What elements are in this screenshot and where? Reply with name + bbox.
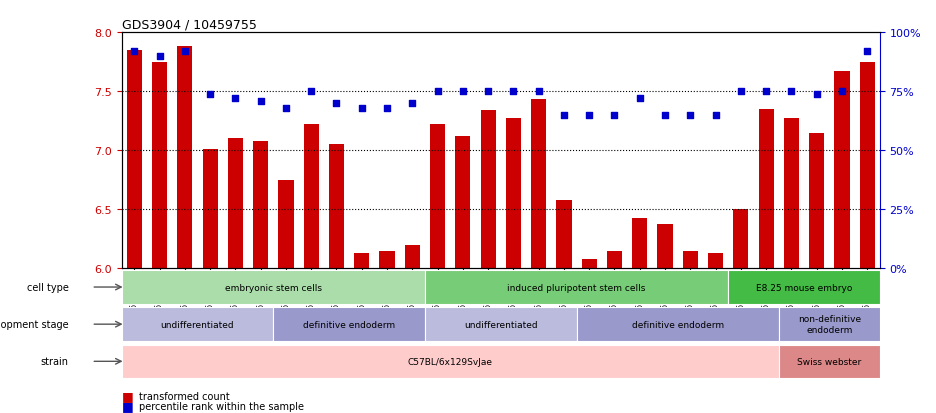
Point xyxy=(505,89,520,95)
Bar xyxy=(682,251,698,269)
Point xyxy=(253,98,269,105)
Bar xyxy=(430,125,446,269)
Bar xyxy=(758,110,774,269)
Text: percentile rank within the sample: percentile rank within the sample xyxy=(139,401,303,411)
Point xyxy=(228,96,243,102)
Point xyxy=(456,89,471,95)
Bar xyxy=(253,142,269,269)
Point xyxy=(354,105,369,112)
Point xyxy=(835,89,850,95)
Text: E8.25 mouse embryo: E8.25 mouse embryo xyxy=(756,283,852,292)
Point xyxy=(203,91,218,97)
Point xyxy=(380,105,395,112)
Point xyxy=(734,89,749,95)
Bar xyxy=(273,308,425,341)
Point xyxy=(708,112,723,119)
Text: Swiss webster: Swiss webster xyxy=(797,357,861,366)
Text: transformed count: transformed count xyxy=(139,391,229,401)
Point xyxy=(405,100,420,107)
Point xyxy=(303,89,318,95)
Point xyxy=(430,89,446,95)
Text: strain: strain xyxy=(40,356,68,366)
Bar xyxy=(783,119,799,269)
Point xyxy=(809,91,824,97)
Bar xyxy=(379,251,395,269)
Text: C57BL/6x129SvJae: C57BL/6x129SvJae xyxy=(408,357,492,366)
Bar xyxy=(708,254,724,269)
Point xyxy=(531,89,546,95)
Bar xyxy=(354,254,370,269)
Point xyxy=(178,49,193,55)
Bar xyxy=(531,100,547,269)
Point xyxy=(279,105,294,112)
Text: definitive endoderm: definitive endoderm xyxy=(632,320,724,329)
Text: ■: ■ xyxy=(122,399,134,412)
Text: undifferentiated: undifferentiated xyxy=(161,320,234,329)
Bar xyxy=(859,62,875,269)
Bar xyxy=(177,47,193,269)
Bar xyxy=(577,308,779,341)
Bar xyxy=(607,251,622,269)
Bar xyxy=(455,137,471,269)
Text: non-definitive
endoderm: non-definitive endoderm xyxy=(797,315,861,334)
Point xyxy=(657,112,672,119)
Point xyxy=(481,89,496,95)
Text: undifferentiated: undifferentiated xyxy=(464,320,537,329)
Text: GDS3904 / 10459755: GDS3904 / 10459755 xyxy=(122,19,256,32)
Bar xyxy=(122,345,779,378)
Bar xyxy=(809,133,825,269)
Point xyxy=(329,100,344,107)
Bar xyxy=(122,271,425,304)
Point xyxy=(683,112,698,119)
Point xyxy=(556,112,571,119)
Point xyxy=(127,49,142,55)
Bar xyxy=(834,72,850,269)
Bar xyxy=(278,180,294,269)
Bar xyxy=(329,145,344,269)
Point xyxy=(632,96,647,102)
Bar xyxy=(227,139,243,269)
Bar xyxy=(425,308,577,341)
Point xyxy=(784,89,799,95)
Bar xyxy=(303,125,319,269)
Point xyxy=(859,49,874,55)
Bar xyxy=(581,259,597,269)
Text: definitive endoderm: definitive endoderm xyxy=(303,320,395,329)
Bar xyxy=(202,150,218,269)
Bar xyxy=(779,345,880,378)
Point xyxy=(581,112,597,119)
Bar xyxy=(556,200,572,269)
Text: cell type: cell type xyxy=(27,282,68,292)
Bar xyxy=(657,224,673,269)
Bar xyxy=(733,210,749,269)
Text: induced pluripotent stem cells: induced pluripotent stem cells xyxy=(507,283,646,292)
Bar xyxy=(728,271,880,304)
Bar xyxy=(122,308,273,341)
Point xyxy=(607,112,622,119)
Bar xyxy=(480,111,496,269)
Bar xyxy=(632,218,648,269)
Bar xyxy=(425,271,728,304)
Text: ■: ■ xyxy=(122,389,134,402)
Text: development stage: development stage xyxy=(0,319,68,330)
Bar xyxy=(126,51,142,269)
Text: embryonic stem cells: embryonic stem cells xyxy=(225,283,322,292)
Bar xyxy=(505,119,521,269)
Bar xyxy=(779,308,880,341)
Point xyxy=(758,89,773,95)
Point xyxy=(152,53,168,60)
Bar xyxy=(152,62,168,269)
Bar xyxy=(404,245,420,269)
